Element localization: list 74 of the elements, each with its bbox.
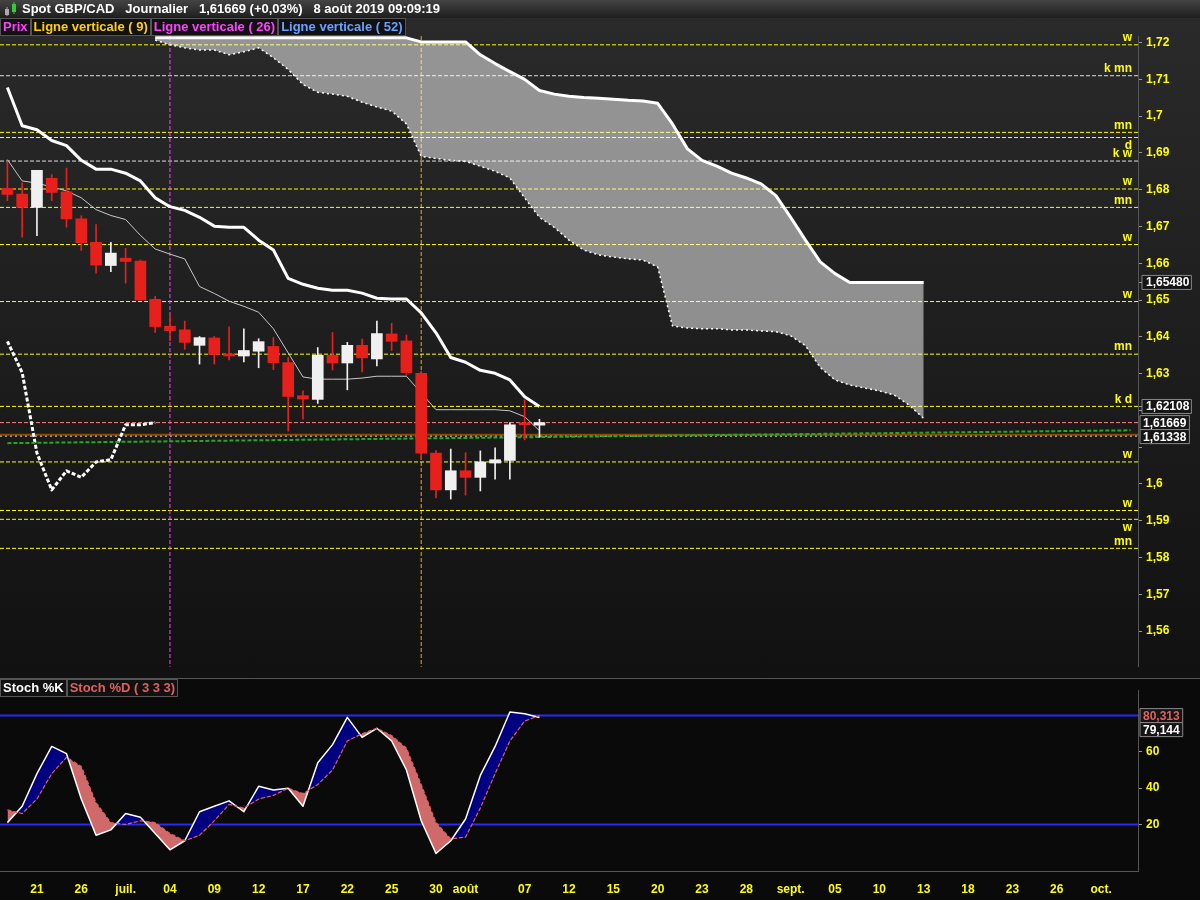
y-tick-label: 1,59: [1146, 513, 1170, 528]
ref-line-label: w: [1121, 286, 1133, 301]
y-tick-label: 1,6: [1146, 476, 1164, 491]
text: Stoch %D ( 3 3 3): [66, 679, 179, 697]
x-tick-label: 12: [251, 882, 266, 897]
y-tick-label: 60: [1146, 744, 1160, 759]
ref-line-label: w: [1121, 495, 1133, 510]
x-tick-label: 23: [695, 882, 710, 897]
x-tick-label: 30: [429, 882, 443, 897]
y-tick-label: 20: [1146, 816, 1160, 831]
y-tick-label: 1,65480: [1146, 274, 1190, 289]
ref-line-label: mn: [1114, 192, 1132, 207]
ref-line-label: 1,61669: [1143, 415, 1187, 430]
y-tick-label: 1,62108: [1146, 398, 1190, 413]
candlestick: [164, 314, 176, 341]
ref-line-label: w: [1121, 30, 1133, 45]
y-tick-label: 1,65: [1146, 292, 1170, 307]
x-tick-label: 28: [739, 882, 754, 897]
text: Ligne verticale ( 52): [278, 18, 406, 36]
x-tick-label: 20: [651, 882, 665, 897]
x-tick-label: sept.: [776, 882, 805, 897]
x-tick-label: 12: [562, 882, 576, 897]
y-tick-label: 1,64: [1146, 329, 1170, 344]
ref-line-label: k d: [1114, 391, 1132, 406]
text: Stoch %K: [0, 679, 67, 697]
y-tick-label: 1,66: [1146, 255, 1170, 270]
y-tick-label: 40: [1146, 780, 1160, 795]
candlestick: [297, 390, 309, 420]
text: 80,313: [1143, 708, 1181, 723]
x-tick-label: 26: [74, 882, 89, 897]
x-tick-label: 15: [606, 882, 621, 897]
text: Prix: [0, 18, 31, 36]
ref-line-label: w: [1121, 229, 1133, 244]
x-tick-label: 22: [340, 882, 355, 897]
x-tick-label: août: [452, 882, 479, 897]
text: 79,144: [1143, 722, 1181, 737]
candlestick: [16, 182, 28, 238]
y-tick-label: 1,7: [1146, 108, 1164, 123]
x-tick-label: 04: [163, 882, 177, 897]
ref-line-label: 1,61338: [1143, 429, 1187, 444]
y-tick-label: 1,63: [1146, 365, 1170, 380]
ref-line-label: mn: [1114, 533, 1132, 548]
x-tick-label: 18: [961, 882, 976, 897]
x-tick-label: 09: [207, 882, 222, 897]
x-tick-label: 07: [517, 882, 532, 897]
ref-line-label: w: [1121, 174, 1133, 189]
y-tick-label: 1,57: [1146, 586, 1170, 601]
x-tick-label: 23: [1005, 882, 1020, 897]
ref-line-label: k mn: [1103, 61, 1132, 76]
y-tick-label: 1,72: [1146, 34, 1170, 49]
y-tick-label: 1,67: [1146, 218, 1170, 233]
ref-line-label: mn: [1114, 339, 1132, 354]
ref-line-label: w: [1121, 447, 1133, 462]
y-tick-label: 1,69: [1146, 145, 1170, 160]
candlestick: [238, 328, 250, 363]
y-tick-label: 1,71: [1146, 71, 1170, 86]
chart-title: Spot GBP/CAD Journalier 1,61669 (+0,03%) 8 août 2019 09:09:19: [22, 0, 440, 18]
x-tick-label: juil.: [114, 882, 136, 897]
x-tick-label: 17: [296, 882, 310, 897]
y-tick-label: 1,68: [1146, 182, 1170, 197]
y-tick-label: 1,56: [1146, 623, 1170, 638]
x-tick-label: 13: [917, 882, 931, 897]
ref-line-label: w: [1121, 519, 1133, 534]
x-tick-label: 26: [1050, 882, 1064, 897]
x-tick-label: 05: [828, 882, 843, 897]
x-tick-label: 21: [30, 882, 44, 897]
x-tick-label: 25: [384, 882, 399, 897]
text: Ligne verticale ( 9): [30, 18, 151, 36]
x-tick-label: oct.: [1090, 882, 1112, 897]
x-tick-label: 10: [872, 882, 887, 897]
candlestick: [489, 447, 501, 480]
y-tick-label: 1,58: [1146, 549, 1170, 564]
text: Ligne verticale ( 26): [150, 18, 279, 36]
ref-line-label: mn: [1114, 117, 1132, 132]
